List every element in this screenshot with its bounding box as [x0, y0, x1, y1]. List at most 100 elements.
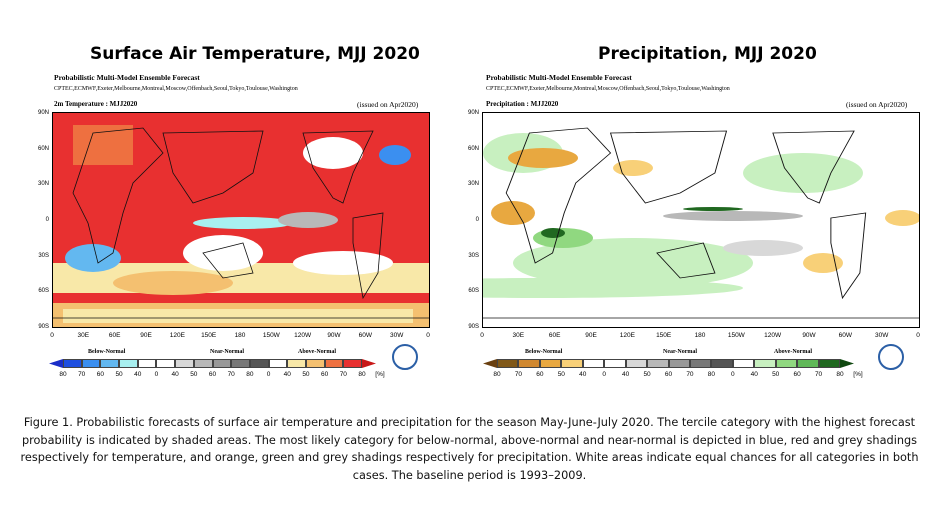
y-tick-label: 30N	[37, 181, 49, 188]
colorbar-label: 0	[266, 371, 271, 378]
colorbar-label: [%]	[375, 371, 385, 378]
colorbar-label: 70	[814, 371, 823, 378]
colorbar-segment	[81, 359, 101, 368]
coastline	[505, 127, 612, 264]
colorbar-segment	[561, 359, 583, 368]
x-tick-label: 120E	[619, 332, 635, 339]
colorbar-label: 80	[246, 371, 254, 378]
x-tick-label: 60W	[358, 332, 373, 339]
x-tick-label: 120W	[764, 332, 782, 339]
colorbar-label: 70	[514, 371, 523, 378]
x-tick-label: 60W	[838, 332, 853, 339]
x-tick-label: 90E	[140, 332, 152, 339]
colorbar-segment	[100, 359, 120, 368]
colorbar-label: 80	[707, 371, 715, 378]
x-tick-label: 150E	[201, 332, 217, 339]
shaded-region	[508, 148, 578, 168]
y-tick-label: 90S	[468, 324, 479, 330]
shaded-region	[63, 309, 413, 323]
map-label: 2m Temperature : MJJ2020	[54, 100, 138, 108]
colorbar-label: 70	[339, 371, 347, 378]
colorbar-label: 60	[664, 371, 673, 378]
colorbar-segment	[212, 359, 232, 368]
colorbar-arrow	[362, 359, 376, 368]
colorbar-segment	[497, 359, 519, 368]
colorbar-segment	[797, 359, 819, 368]
colorbar-label: 50	[772, 371, 780, 378]
x-tick-label: 150W	[727, 332, 745, 339]
cb-near-label: Near-Normal	[210, 349, 245, 355]
colorbar-segment	[539, 359, 562, 368]
coastline	[72, 127, 164, 264]
y-tick-label: 90N	[467, 110, 479, 116]
colorbar-label: 80	[493, 371, 501, 378]
shaded-region	[303, 137, 363, 169]
coastline	[772, 130, 855, 204]
x-tick-label: 0	[916, 332, 920, 339]
colorbar-arrow	[49, 359, 63, 368]
colorbar-label: 50	[190, 371, 198, 378]
colorbar-label: 60	[793, 371, 801, 378]
colorbar-segment	[175, 359, 194, 368]
precipitation-map	[482, 112, 920, 328]
coastline	[352, 212, 384, 300]
x-tick-label: 0	[426, 332, 430, 339]
colorbar-segment	[137, 359, 157, 368]
x-tick-label: 30W	[389, 332, 404, 339]
x-tick-label: 120W	[294, 332, 312, 339]
shaded-region	[723, 240, 803, 256]
coastline	[656, 242, 716, 279]
colorbar-arrow	[483, 359, 497, 368]
y-tick-label: 60S	[468, 288, 479, 295]
colorbar-segment	[775, 359, 798, 368]
cb-near-label: Near-Normal	[663, 349, 698, 355]
cb-below-label: Below-Normal	[525, 349, 563, 355]
shaded-region	[885, 210, 919, 226]
coastline	[202, 242, 254, 279]
y-tick-label: 60N	[467, 145, 479, 152]
colorbar-label: 60	[208, 371, 217, 378]
y-tick-label: 30S	[468, 252, 479, 259]
colorbar-label: 70	[686, 371, 694, 378]
colorbar-segment	[732, 359, 755, 368]
x-tick-label: 60E	[548, 332, 561, 339]
shaded-region	[613, 160, 653, 176]
x-tick-label: 0	[480, 332, 484, 339]
y-tick-label: 90N	[37, 110, 49, 116]
shaded-region	[663, 211, 803, 221]
colorbar-segment	[231, 359, 250, 368]
x-tick-label: 180	[234, 332, 246, 339]
colorbar-segment	[268, 359, 288, 368]
colorbar-label: 50	[115, 371, 123, 378]
shaded-region	[541, 228, 565, 238]
colorbar-segment	[711, 359, 733, 368]
colorbar	[497, 359, 840, 368]
colorbar-label: 80	[358, 371, 366, 378]
shaded-region	[683, 207, 743, 211]
colorbar-segment	[668, 359, 690, 368]
colorbar-segment	[518, 359, 540, 368]
colorbar-segment	[604, 359, 626, 368]
colorbar-segment	[305, 359, 325, 368]
x-tick-label: 60E	[108, 332, 121, 339]
x-tick-label: 180	[694, 332, 706, 339]
colorbar-label: 70	[227, 371, 235, 378]
colorbar-segment	[754, 359, 776, 368]
figure-caption: Figure 1. Probabilistic forecasts of sur…	[20, 416, 919, 482]
colorbar-label: 40	[283, 371, 291, 378]
colorbar-segment	[287, 359, 306, 368]
x-tick-label: 30E	[512, 332, 525, 339]
colorbar-label: [%]	[853, 371, 863, 378]
colorbar-label: 50	[643, 371, 651, 378]
issued-date: (issued on Apr2020)	[357, 100, 419, 109]
colorbar-segment	[689, 359, 712, 368]
colorbar-label: 40	[171, 371, 179, 378]
shaded-region	[803, 253, 843, 273]
temperature-map	[52, 112, 430, 328]
shaded-region	[379, 145, 411, 165]
colorbar-segment	[625, 359, 648, 368]
wmo-logo-icon	[878, 344, 904, 370]
colorbar-label: 70	[78, 371, 86, 378]
map-label: Precipitation : MJJ2020	[486, 100, 559, 108]
y-tick-label: 0	[45, 217, 49, 223]
